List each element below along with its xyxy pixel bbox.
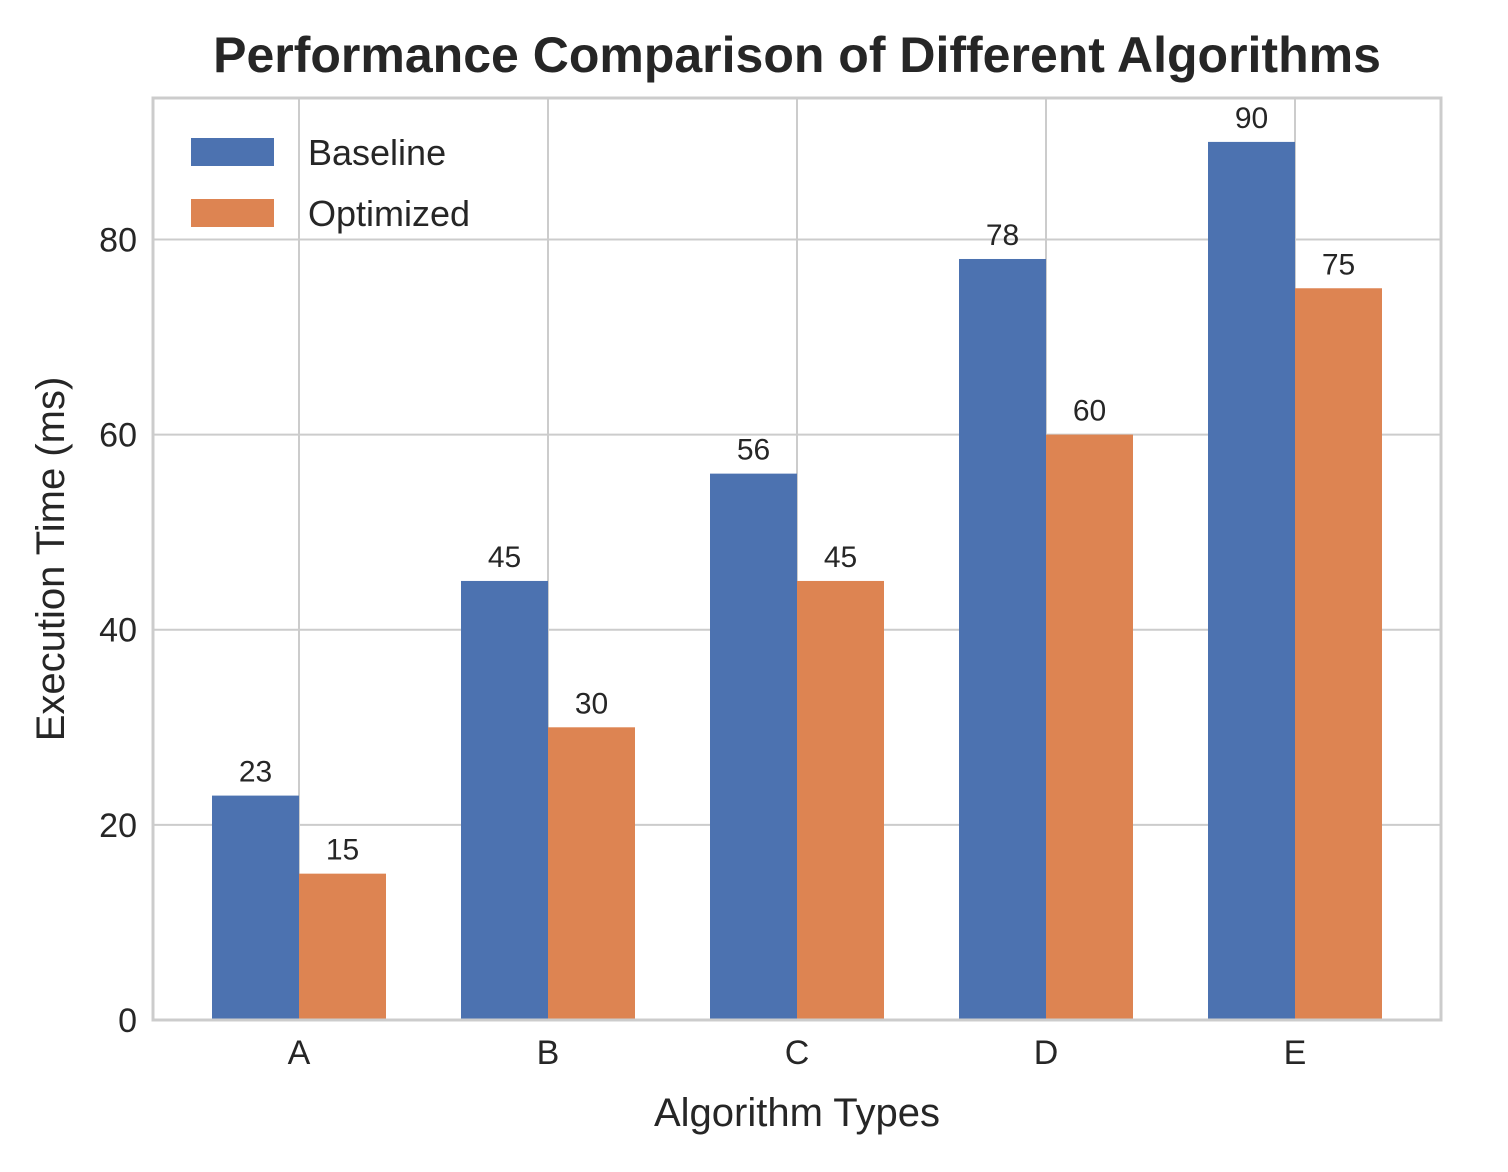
bar-optimized-b bbox=[548, 727, 635, 1020]
x-tick-labels: A B C D E bbox=[288, 1034, 1307, 1072]
x-tick-label: D bbox=[1034, 1034, 1059, 1072]
legend-label-baseline: Baseline bbox=[308, 132, 446, 173]
data-label: 90 bbox=[1235, 102, 1268, 135]
data-label: 60 bbox=[1073, 395, 1106, 428]
x-axis-label: Algorithm Types bbox=[654, 1091, 940, 1135]
data-label: 45 bbox=[488, 541, 521, 574]
legend-swatch-optimized bbox=[191, 199, 274, 227]
legend-label-optimized: Optimized bbox=[308, 193, 470, 234]
y-tick-labels: 0 20 40 60 80 bbox=[99, 221, 137, 1040]
y-tick-label: 0 bbox=[118, 1002, 137, 1040]
bar-optimized-c bbox=[797, 580, 884, 1020]
y-tick-label: 20 bbox=[99, 807, 137, 845]
bar-baseline-c bbox=[710, 473, 797, 1020]
legend: Baseline Optimized bbox=[191, 132, 470, 234]
y-axis-label: Execution Time (ms) bbox=[29, 377, 73, 742]
y-tick-label: 60 bbox=[99, 417, 137, 455]
bar-baseline-e bbox=[1208, 141, 1295, 1020]
data-label: 56 bbox=[737, 434, 770, 467]
bar-baseline-b bbox=[461, 580, 548, 1020]
data-label: 15 bbox=[326, 834, 359, 867]
x-tick-label: C bbox=[785, 1034, 810, 1072]
bar-baseline-d bbox=[959, 258, 1046, 1020]
y-tick-label: 40 bbox=[99, 612, 137, 650]
bar-baseline-a bbox=[212, 795, 299, 1020]
x-tick-label: A bbox=[288, 1034, 311, 1072]
bar-optimized-d bbox=[1046, 434, 1133, 1021]
chart-title: Performance Comparison of Different Algo… bbox=[213, 27, 1381, 83]
data-label: 78 bbox=[986, 219, 1019, 252]
bar-optimized-e bbox=[1295, 288, 1382, 1020]
y-tick-label: 80 bbox=[99, 221, 137, 259]
x-tick-label: B bbox=[537, 1034, 560, 1072]
plot-frame bbox=[151, 96, 1443, 1022]
data-label: 75 bbox=[1322, 248, 1355, 281]
x-tick-label: E bbox=[1284, 1034, 1307, 1072]
bar-optimized-a bbox=[299, 873, 386, 1020]
legend-swatch-baseline bbox=[191, 138, 274, 166]
data-labels: 23 45 56 78 90 15 30 45 60 75 bbox=[239, 102, 1355, 867]
data-label: 23 bbox=[239, 756, 272, 789]
data-label: 30 bbox=[575, 687, 608, 720]
bars bbox=[212, 141, 1382, 1021]
data-label: 45 bbox=[824, 541, 857, 574]
